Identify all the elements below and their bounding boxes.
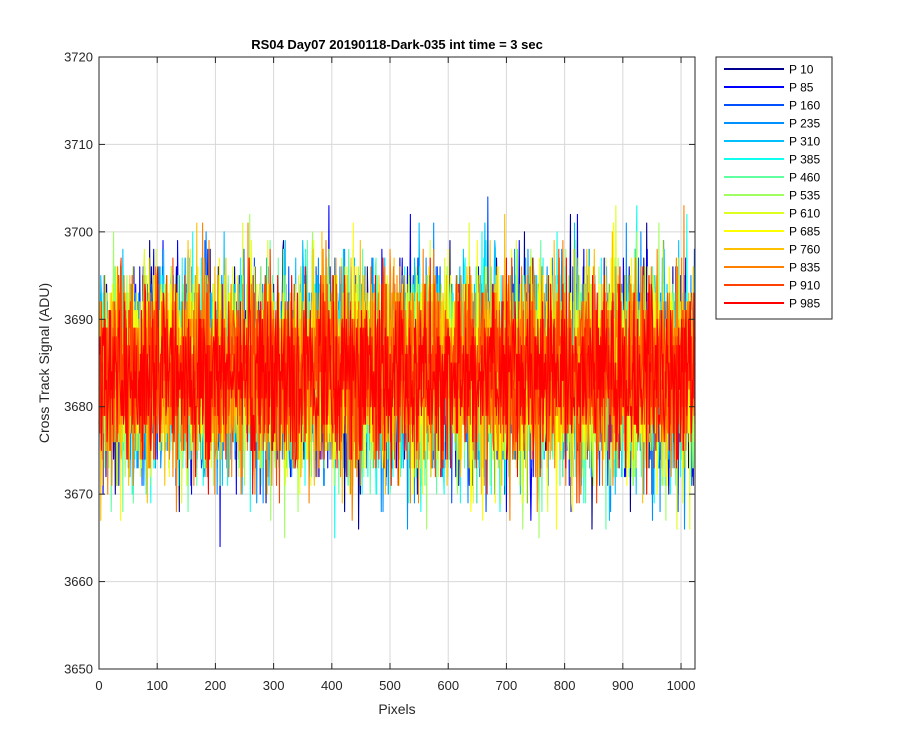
legend-label: P 610	[789, 207, 820, 221]
legend-label: P 160	[789, 99, 820, 113]
legend-label: P 310	[789, 135, 820, 149]
x-tick-label: 300	[263, 678, 285, 693]
y-tick-label: 3710	[64, 137, 93, 152]
legend-label: P 385	[789, 153, 820, 167]
series-line-p-985	[98, 257, 696, 495]
y-tick-label: 3720	[64, 50, 93, 65]
legend-label: P 985	[789, 297, 820, 311]
legend-label: P 535	[789, 189, 820, 203]
x-tick-label: 1000	[667, 678, 696, 693]
x-tick-label: 100	[146, 678, 168, 693]
legend-label: P 460	[789, 171, 820, 185]
plot-frame	[98, 56, 696, 670]
legend-label: P 85	[789, 81, 814, 95]
x-tick-label: 900	[612, 678, 634, 693]
x-tick-label: 500	[379, 678, 401, 693]
x-axis-label: Pixels	[378, 701, 415, 717]
chart-title: RS04 Day07 20190118-Dark-035 int time = …	[251, 37, 543, 52]
x-tick-label: 700	[496, 678, 518, 693]
y-tick-label: 3680	[64, 399, 93, 414]
legend-label: P 10	[789, 63, 814, 77]
legend: P 10 P 85 P 160 P 235 P 310 P 385 P 460 P 535 P …	[715, 56, 833, 320]
series-line-p-910	[98, 248, 696, 504]
y-tick-label: 3690	[64, 312, 93, 327]
x-tick-label: 400	[321, 678, 343, 693]
y-tick-label: 3660	[64, 574, 93, 589]
x-tick-label: 800	[554, 678, 576, 693]
x-tick-label: 0	[95, 678, 102, 693]
legend-box	[715, 56, 833, 320]
x-tick-label: 600	[437, 678, 459, 693]
series-lines	[98, 196, 696, 548]
y-tick-label: 3670	[64, 487, 93, 502]
y-tick-label: 3700	[64, 224, 93, 239]
legend-label: P 760	[789, 243, 820, 257]
x-tick-label: 200	[205, 678, 227, 693]
axis-ticks: 0 100 200 300 400 500 600 700 800 900 1000 3650 3660…	[64, 50, 695, 694]
legend-label: P 685	[789, 225, 820, 239]
legend-label: P 835	[789, 261, 820, 275]
legend-label: P 235	[789, 117, 820, 131]
y-tick-label: 3650	[64, 662, 93, 677]
y-axis-label: Cross Track Signal (ADU)	[36, 283, 52, 443]
legend-label: P 910	[789, 279, 820, 293]
